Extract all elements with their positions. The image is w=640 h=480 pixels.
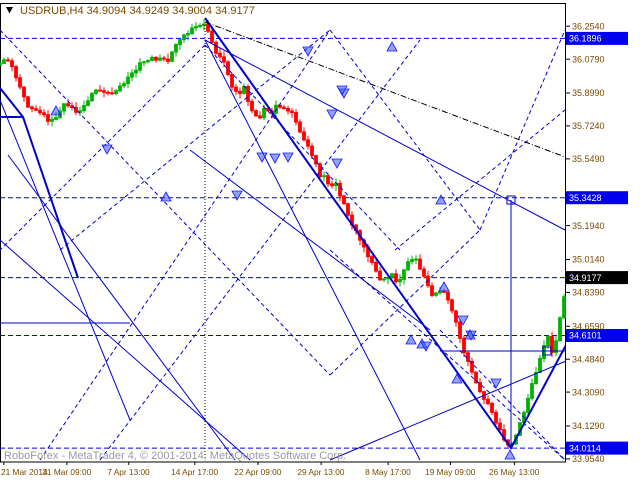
svg-text:21 Mar 2014: 21 Mar 2014 (1, 467, 48, 477)
svg-text:26 May 13:00: 26 May 13:00 (489, 467, 540, 477)
svg-text:RoboForex - MetaTrader 4, © 20: RoboForex - MetaTrader 4, © 2001-2014, M… (4, 450, 346, 462)
svg-text:19 May 09:00: 19 May 09:00 (425, 467, 476, 477)
svg-text:34.9177: 34.9177 (569, 273, 602, 283)
svg-text:35.8990: 35.8990 (572, 88, 605, 98)
svg-text:34.0114: 34.0114 (569, 443, 601, 453)
svg-text:34.1290: 34.1290 (572, 421, 605, 431)
svg-text:7 Apr 13:00: 7 Apr 13:00 (107, 467, 150, 477)
svg-text:35.0140: 35.0140 (572, 255, 605, 265)
svg-text:33.9540: 33.9540 (572, 454, 605, 464)
svg-text:31 Mar 09:00: 31 Mar 09:00 (42, 467, 91, 477)
svg-text:34.8390: 34.8390 (572, 288, 605, 298)
svg-text:36.1896: 36.1896 (569, 34, 602, 44)
svg-text:USDRUB,H4 34.9094 34.9249 34.: USDRUB,H4 34.9094 34.9249 34.9004 34.917… (20, 5, 255, 17)
svg-text:35.5490: 35.5490 (572, 154, 605, 164)
svg-text:22 Apr 09:00: 22 Apr 09:00 (234, 467, 281, 477)
svg-text:34.4840: 34.4840 (572, 354, 605, 364)
svg-text:34.3090: 34.3090 (572, 387, 605, 397)
svg-text:36.0790: 36.0790 (572, 54, 605, 64)
svg-text:14 Apr 17:00: 14 Apr 17:00 (171, 467, 218, 477)
svg-text:8 May 17:00: 8 May 17:00 (365, 467, 411, 477)
svg-text:36.2540: 36.2540 (572, 21, 605, 31)
svg-text:35.1940: 35.1940 (572, 221, 605, 231)
svg-text:35.3428: 35.3428 (569, 193, 602, 203)
svg-text:35.7240: 35.7240 (572, 121, 605, 131)
svg-text:29 Apr 13:00: 29 Apr 13:00 (297, 467, 344, 477)
svg-text:34.6101: 34.6101 (569, 331, 602, 341)
